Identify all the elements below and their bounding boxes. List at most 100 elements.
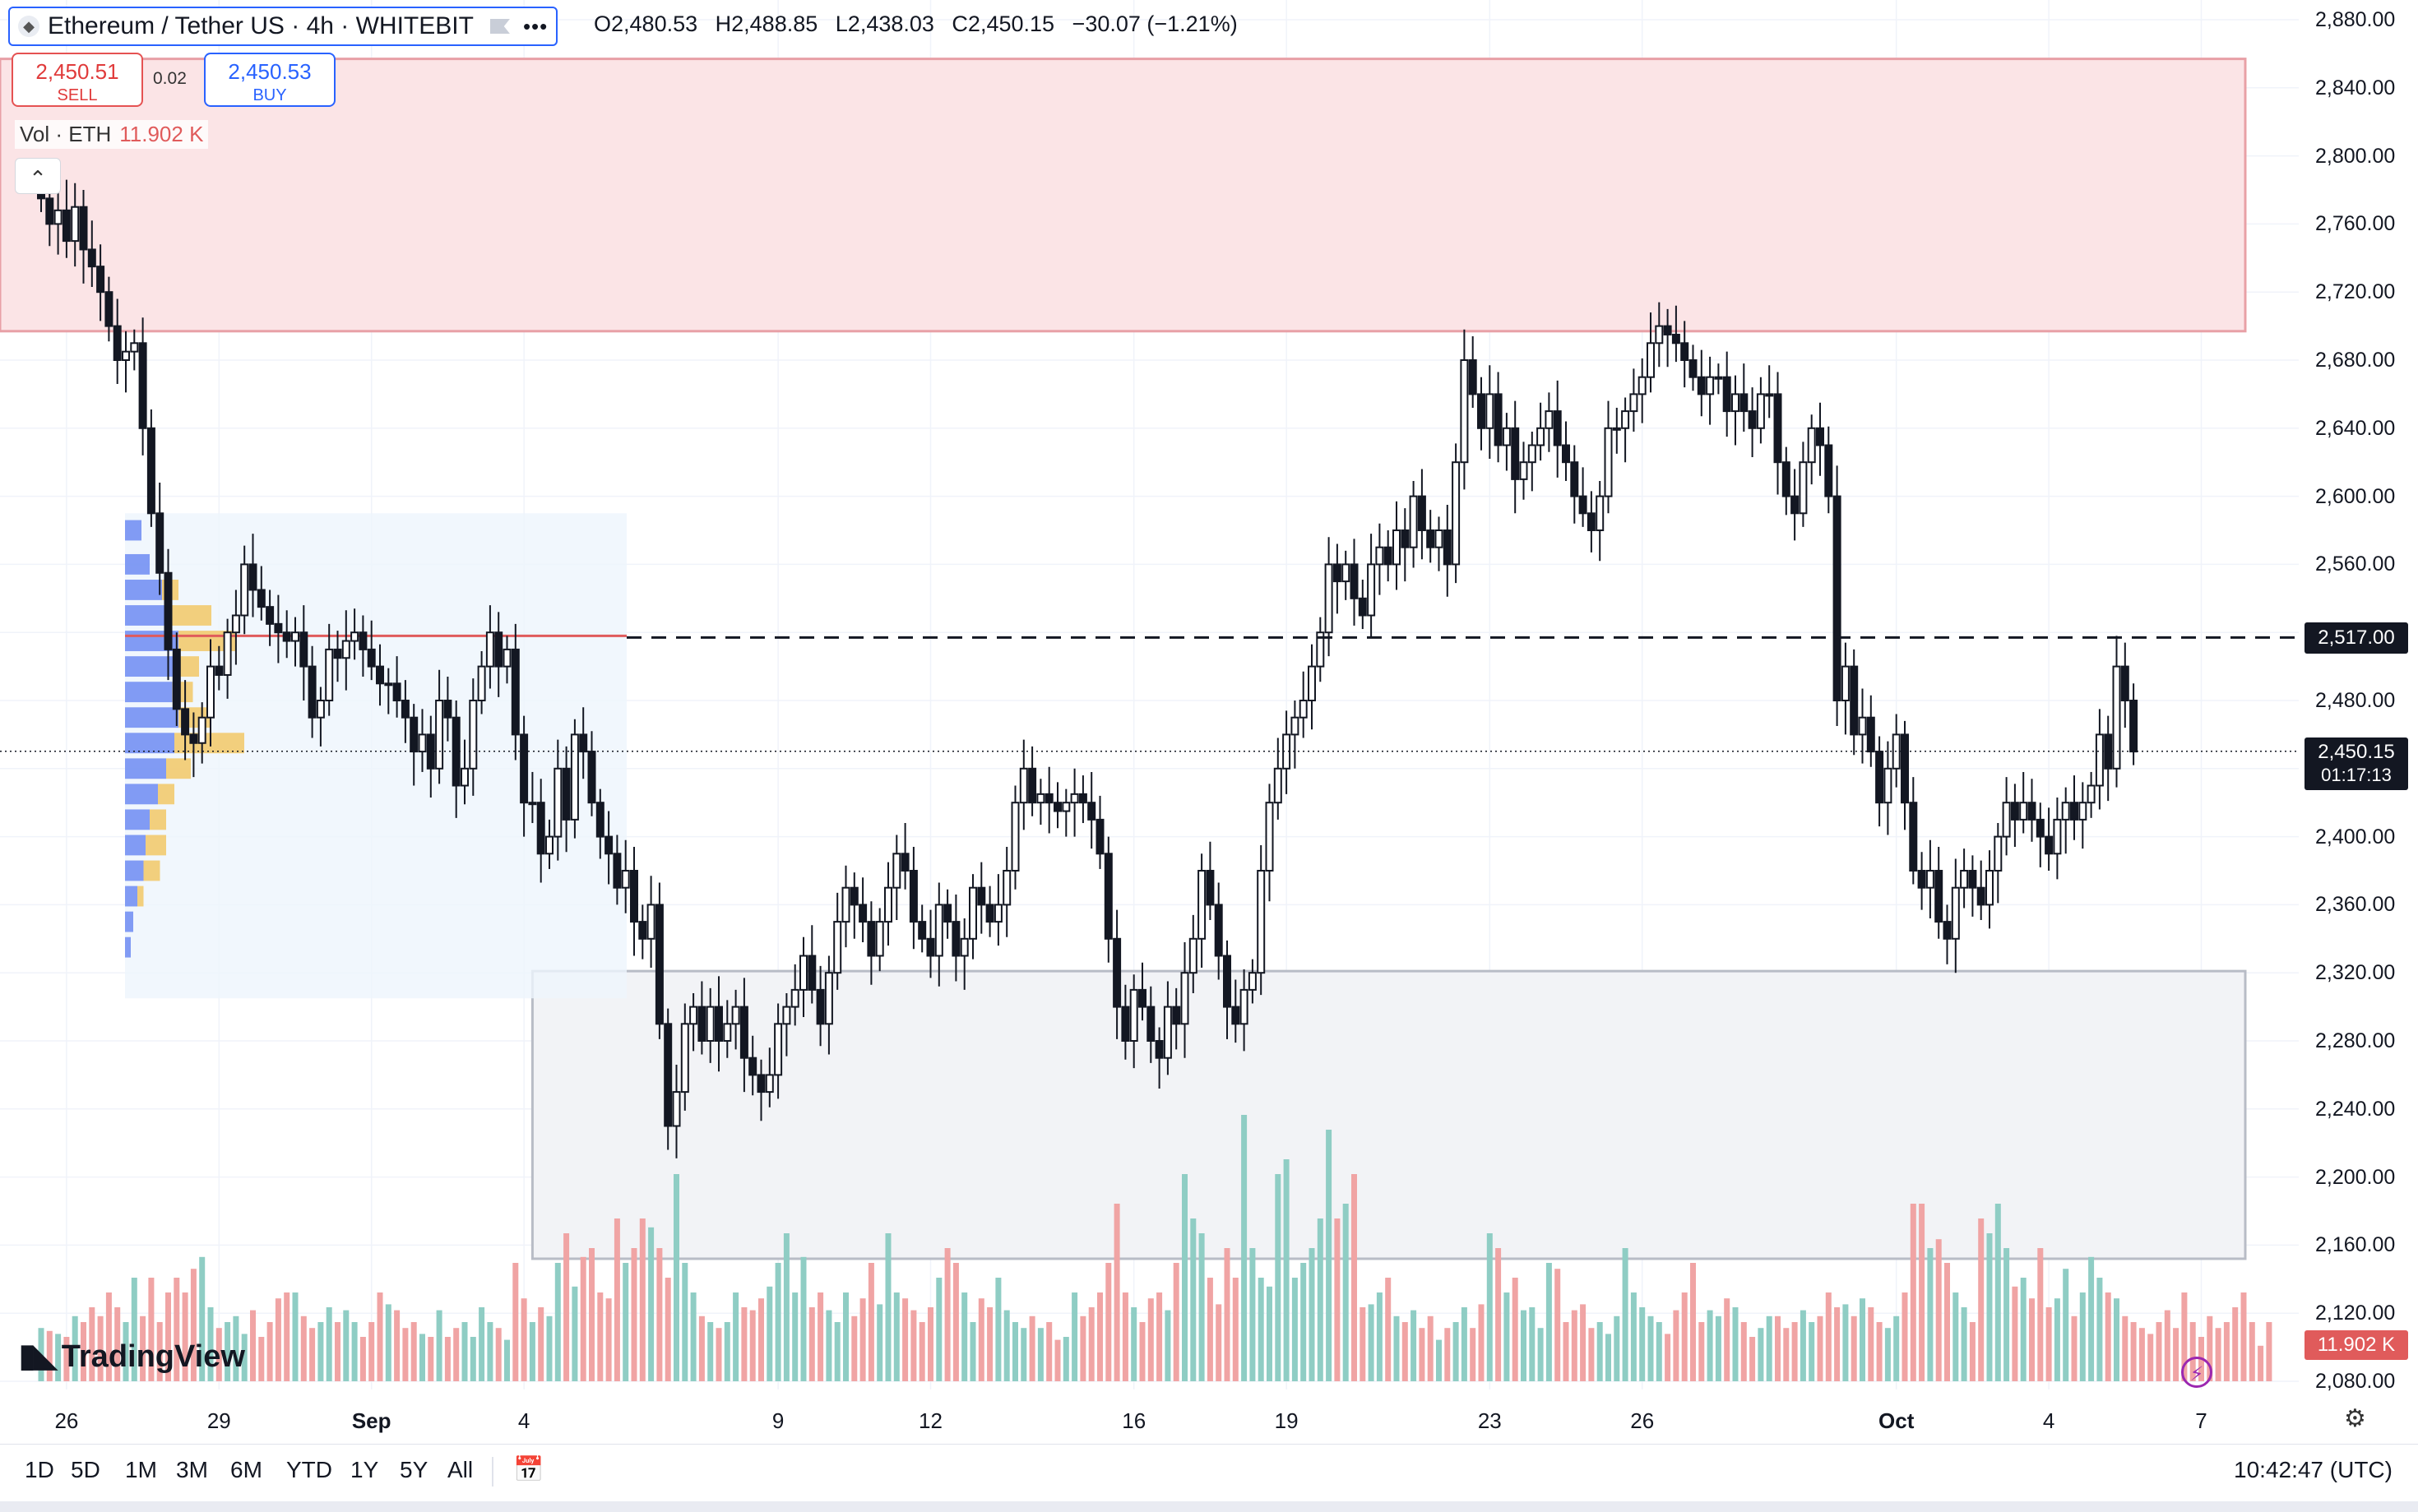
last-price: 2,450.15 bbox=[2318, 741, 2395, 763]
candle bbox=[1765, 365, 1774, 418]
candle bbox=[1392, 501, 1401, 590]
range-button-6m[interactable]: 6M bbox=[230, 1457, 262, 1482]
range-button-ytd[interactable]: YTD bbox=[286, 1457, 332, 1482]
volume-bar bbox=[2037, 1248, 2044, 1381]
candle-body bbox=[1146, 1006, 1156, 1042]
candle-body bbox=[45, 197, 54, 225]
volume-legend[interactable]: Vol · ETH 11.902 K bbox=[15, 120, 209, 149]
price-tick-label: 2,800.00 bbox=[2315, 144, 2396, 168]
level-price-tag: 2,517.00 bbox=[2305, 622, 2408, 654]
volume-bar bbox=[818, 1292, 824, 1381]
volume-bar bbox=[1105, 1263, 1112, 1381]
candle bbox=[1417, 469, 1426, 560]
candle-body bbox=[1265, 802, 1274, 872]
range-button-all[interactable]: All bbox=[447, 1457, 474, 1482]
candle bbox=[1680, 321, 1689, 388]
settings-icon[interactable]: ⚙ bbox=[2344, 1405, 2366, 1432]
calendar-goto-icon[interactable]: 📅 bbox=[513, 1456, 544, 1483]
sell-button[interactable]: 2,450.51 SELL bbox=[12, 53, 143, 107]
candle bbox=[1596, 480, 1605, 562]
candle bbox=[316, 687, 325, 747]
price-chart[interactable]: 26 29 Sep 4 9 12 16 19 23 26 Oct 4 7 bbox=[0, 0, 2418, 1444]
candle-body bbox=[782, 1006, 791, 1025]
volume-bar bbox=[63, 1337, 70, 1381]
range-button-1y[interactable]: 1Y bbox=[350, 1457, 379, 1482]
candle-body bbox=[646, 904, 655, 940]
candle-body bbox=[206, 665, 215, 719]
candle-body bbox=[1121, 1006, 1130, 1042]
collapse-legend-button[interactable]: ⌃ bbox=[15, 158, 61, 194]
range-button-3m[interactable]: 3M bbox=[176, 1457, 208, 1482]
candle bbox=[1054, 782, 1062, 829]
volume-bar bbox=[1758, 1328, 1764, 1381]
more-icon[interactable]: ••• bbox=[522, 13, 549, 39]
candle bbox=[1671, 305, 1680, 363]
candle bbox=[934, 882, 943, 987]
volume-bar bbox=[775, 1263, 781, 1381]
candle-body bbox=[1138, 988, 1146, 1008]
candle bbox=[1756, 377, 1765, 444]
candle bbox=[884, 862, 892, 946]
range-button-5y[interactable]: 5Y bbox=[400, 1457, 428, 1482]
lightning-icon[interactable]: ⚡ bbox=[2181, 1357, 2212, 1388]
candle bbox=[1129, 974, 1138, 1069]
volume-bar bbox=[1351, 1174, 1357, 1381]
symbol-header[interactable]: ◆ Ethereum / Tether US · 4h · WHITEBIT •… bbox=[8, 7, 558, 46]
candle-body bbox=[130, 342, 139, 353]
volume-bar bbox=[1630, 1292, 1637, 1381]
volume-bar bbox=[597, 1292, 604, 1381]
price-tick-label: 2,720.00 bbox=[2315, 280, 2396, 304]
volume-bar bbox=[1317, 1218, 1323, 1381]
volume-bar bbox=[1021, 1328, 1027, 1381]
volume-bar bbox=[589, 1248, 595, 1381]
flag-icon[interactable] bbox=[489, 19, 510, 34]
volume-bar bbox=[928, 1307, 933, 1381]
volume-bar bbox=[1902, 1292, 1908, 1381]
buy-button[interactable]: 2,450.53 BUY bbox=[204, 53, 336, 107]
candle bbox=[223, 618, 232, 699]
candle-body bbox=[1443, 529, 1452, 566]
vp-row bbox=[125, 885, 137, 907]
candle bbox=[528, 771, 537, 824]
candle-body bbox=[1909, 802, 1918, 872]
tradingview-logo[interactable]: ▮◣ TradingView bbox=[18, 1337, 245, 1375]
volume-bar bbox=[2029, 1298, 2035, 1381]
candle bbox=[104, 276, 113, 342]
volume-bar bbox=[140, 1315, 146, 1381]
candle-body bbox=[1596, 495, 1605, 531]
candle bbox=[1003, 847, 1012, 937]
time-tick-label: 9 bbox=[772, 1408, 784, 1433]
volume-bar bbox=[1749, 1337, 1756, 1381]
candle-body bbox=[1485, 393, 1494, 429]
candle-body bbox=[1214, 904, 1223, 957]
volume-bar bbox=[1097, 1292, 1103, 1381]
candle bbox=[96, 244, 105, 321]
range-button-5d[interactable]: 5D bbox=[71, 1457, 100, 1482]
volume-bar bbox=[1342, 1204, 1349, 1381]
utc-clock[interactable]: 10:42:47 (UTC) bbox=[2234, 1457, 2393, 1482]
volume-bar bbox=[1072, 1292, 1078, 1381]
volume-bar bbox=[851, 1315, 858, 1381]
candle bbox=[2053, 797, 2062, 880]
price-tick-label: 2,200.00 bbox=[2315, 1165, 2396, 1189]
candle bbox=[816, 965, 825, 1047]
candle bbox=[1180, 941, 1189, 1058]
range-button-1m[interactable]: 1M bbox=[125, 1457, 157, 1482]
volume-bar bbox=[1715, 1315, 1721, 1381]
volume-bar bbox=[546, 1315, 553, 1381]
candle bbox=[494, 612, 503, 697]
range-button-1d[interactable]: 1D bbox=[25, 1457, 54, 1482]
candle-body bbox=[1570, 461, 1579, 497]
candle-body bbox=[1519, 461, 1528, 480]
volume-bar bbox=[1809, 1322, 1815, 1381]
candle bbox=[554, 739, 563, 861]
candle bbox=[282, 610, 291, 659]
candle bbox=[392, 656, 401, 718]
candle-body bbox=[461, 767, 469, 787]
volume-bar bbox=[1376, 1292, 1383, 1381]
candle bbox=[155, 483, 164, 595]
candle-body bbox=[2019, 802, 2028, 821]
volume-bar bbox=[758, 1298, 764, 1381]
candle bbox=[943, 889, 952, 939]
candle-body bbox=[1290, 716, 1299, 736]
